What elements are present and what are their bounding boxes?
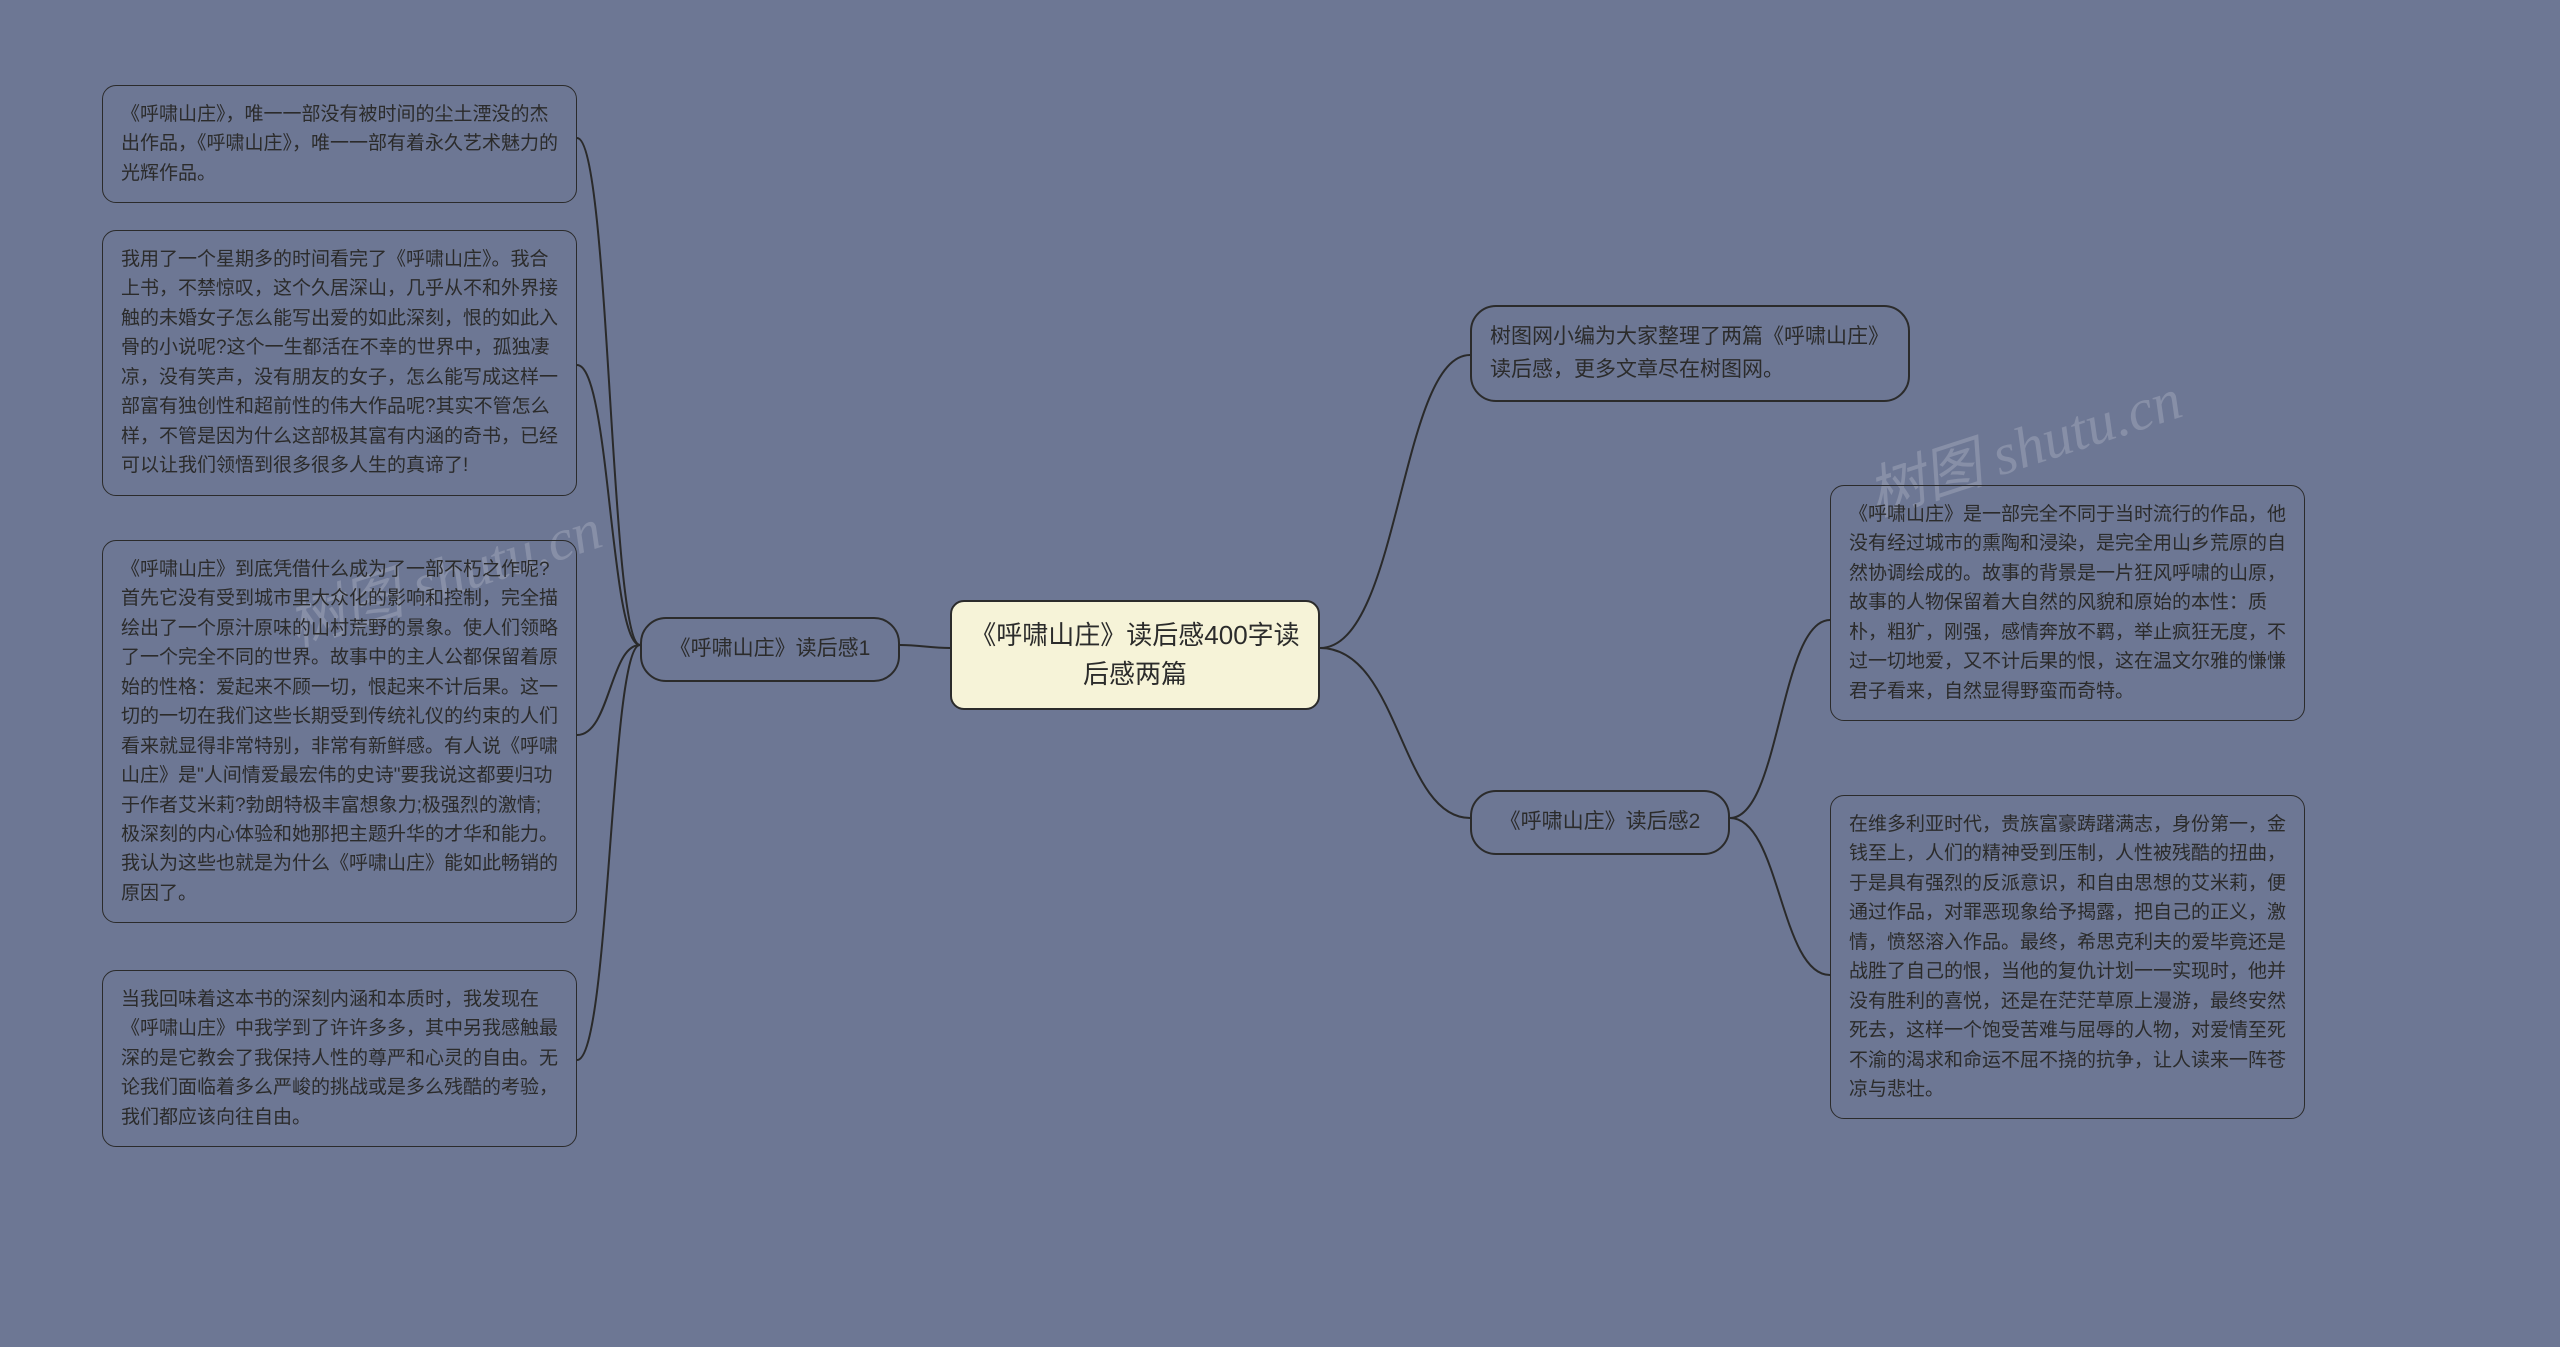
mindmap-canvas: 树图 shutu.cn 树图 shutu.cn 《呼啸山庄》读后感400字读后感… — [0, 0, 2560, 1347]
mindmap-root: 《呼啸山庄》读后感400字读后感两篇 — [950, 600, 1320, 710]
branch-review-1: 《呼啸山庄》读后感1 — [640, 617, 900, 682]
leaf-node: 当我回味着这本书的深刻内涵和本质时，我发现在《呼啸山庄》中我学到了许许多多，其中… — [102, 970, 577, 1147]
connector — [577, 645, 640, 1060]
leaf-node: 《呼啸山庄》，唯一一部没有被时间的尘土湮没的杰出作品，《呼啸山庄》，唯一一部有着… — [102, 85, 577, 203]
leaf-node: 在维多利亚时代，贵族富豪踌躇满志，身份第一，金钱至上，人们的精神受到压制，人性被… — [1830, 795, 2305, 1119]
connector — [1730, 620, 1830, 818]
connector — [577, 645, 640, 735]
connector — [1320, 355, 1470, 648]
branch-review-2: 《呼啸山庄》读后感2 — [1470, 790, 1730, 855]
connector — [577, 365, 640, 645]
leaf-node: 《呼啸山庄》到底凭借什么成为了一部不朽之作呢?首先它没有受到城市里大众化的影响和… — [102, 540, 577, 923]
connector — [1730, 818, 1830, 975]
connector — [1320, 648, 1470, 818]
leaf-node: 《呼啸山庄》是一部完全不同于当时流行的作品，他没有经过城市的熏陶和浸染，是完全用… — [1830, 485, 2305, 721]
leaf-node: 我用了一个星期多的时间看完了《呼啸山庄》。我合上书，不禁惊叹，这个久居深山，几乎… — [102, 230, 577, 496]
branch-intro: 树图网小编为大家整理了两篇《呼啸山庄》读后感，更多文章尽在树图网。 — [1470, 305, 1910, 402]
connector — [900, 645, 950, 648]
connector — [577, 138, 640, 645]
